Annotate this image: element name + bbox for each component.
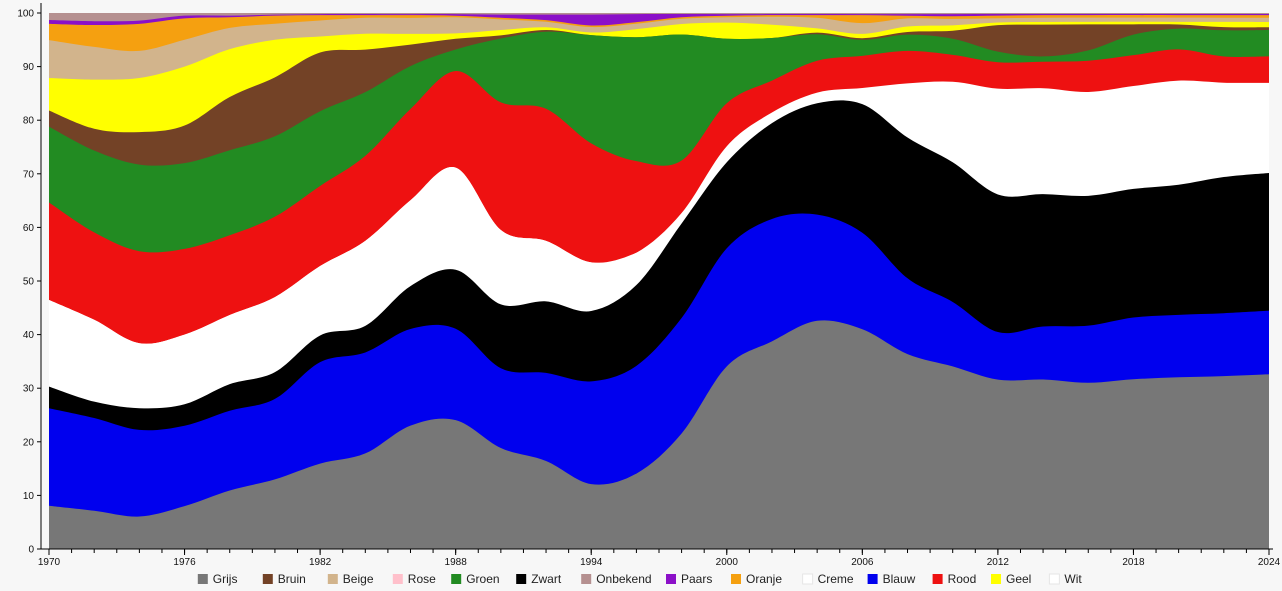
legend-item-rose[interactable]: Rose (392, 572, 436, 586)
legend-item-blauw[interactable]: Blauw (867, 572, 916, 586)
legend-label: Creme (818, 572, 854, 586)
y-tick-label: 100 (17, 9, 34, 20)
x-tick-label: 1976 (173, 557, 196, 568)
legend: Grijs Bruin Beige Rose Groen Zwart Onbekend Paa… (197, 572, 1082, 586)
legend-label: Groen (466, 572, 499, 586)
legend-item-rood[interactable]: Rood (932, 572, 977, 586)
legend-label: Rose (408, 572, 436, 586)
area-series-group (49, 13, 1269, 550)
y-tick-label: 40 (23, 330, 35, 341)
legend-label: Geel (1006, 572, 1031, 586)
legend-swatch (802, 573, 814, 585)
legend-item-grijs[interactable]: Grijs (197, 572, 238, 586)
x-tick-label: 1982 (309, 557, 332, 568)
legend-swatch (1048, 573, 1060, 585)
legend-swatch (516, 574, 527, 584)
x-tick-label: 2012 (987, 557, 1010, 568)
x-tick-label: 1970 (38, 557, 61, 568)
legend-swatch (581, 574, 592, 584)
y-tick-label: 50 (23, 277, 35, 288)
legend-swatch (262, 574, 273, 584)
legend-swatch (666, 574, 676, 584)
legend-swatch (392, 574, 403, 584)
legend-label: Grijs (213, 572, 238, 586)
legend-swatch (932, 574, 943, 584)
legend-label: Bruin (278, 572, 306, 586)
y-tick-label: 30 (23, 384, 35, 395)
legend-item-beige[interactable]: Beige (327, 572, 374, 586)
y-tick-label: 70 (23, 169, 35, 180)
legend-swatch (451, 574, 462, 584)
x-tick-label: 2018 (1122, 557, 1145, 568)
x-tick-label: 2006 (851, 557, 874, 568)
y-tick-label: 20 (23, 437, 35, 448)
x-tick-label: 2000 (716, 557, 739, 568)
legend-label: Beige (343, 572, 374, 586)
y-tick-label: 10 (23, 491, 35, 502)
legend-item-oranje[interactable]: Oranje (731, 572, 782, 586)
legend-swatch (197, 574, 208, 584)
legend-swatch (991, 574, 1001, 584)
legend-label: Wit (1064, 572, 1082, 586)
y-tick-label: 90 (23, 62, 35, 73)
y-tick-label: 60 (23, 223, 35, 234)
legend-item-onbekend[interactable]: Onbekend (581, 572, 652, 586)
legend-swatch (327, 574, 338, 584)
legend-item-paars[interactable]: Paars (666, 572, 712, 586)
legend-item-groen[interactable]: Groen (451, 572, 500, 586)
y-tick-label: 80 (23, 116, 35, 127)
legend-item-bruin[interactable]: Bruin (262, 572, 306, 586)
y-tick-label: 0 (28, 545, 34, 556)
legend-swatch (731, 574, 741, 584)
area-grijs (49, 320, 1269, 549)
x-tick-label: 1988 (445, 557, 468, 568)
legend-label: Blauw (883, 572, 916, 586)
legend-item-geel[interactable]: Geel (991, 572, 1031, 586)
x-tick-label: 1994 (580, 557, 603, 568)
legend-label: Onbekend (596, 572, 651, 586)
x-tick-label: 2024 (1258, 557, 1281, 568)
legend-label: Zwart (531, 572, 562, 586)
legend-item-creme[interactable]: Creme (802, 572, 854, 586)
legend-label: Paars (681, 572, 712, 586)
axes-group: 0 10 20 30 40 50 60 70 80 90 100 1970 1976 1982 1988 19… (17, 3, 1281, 568)
legend-label: Oranje (746, 572, 782, 586)
legend-swatch (867, 574, 878, 584)
legend-item-zwart[interactable]: Zwart (516, 572, 562, 586)
legend-item-wit[interactable]: Wit (1048, 572, 1082, 586)
legend-label: Rood (948, 572, 977, 586)
